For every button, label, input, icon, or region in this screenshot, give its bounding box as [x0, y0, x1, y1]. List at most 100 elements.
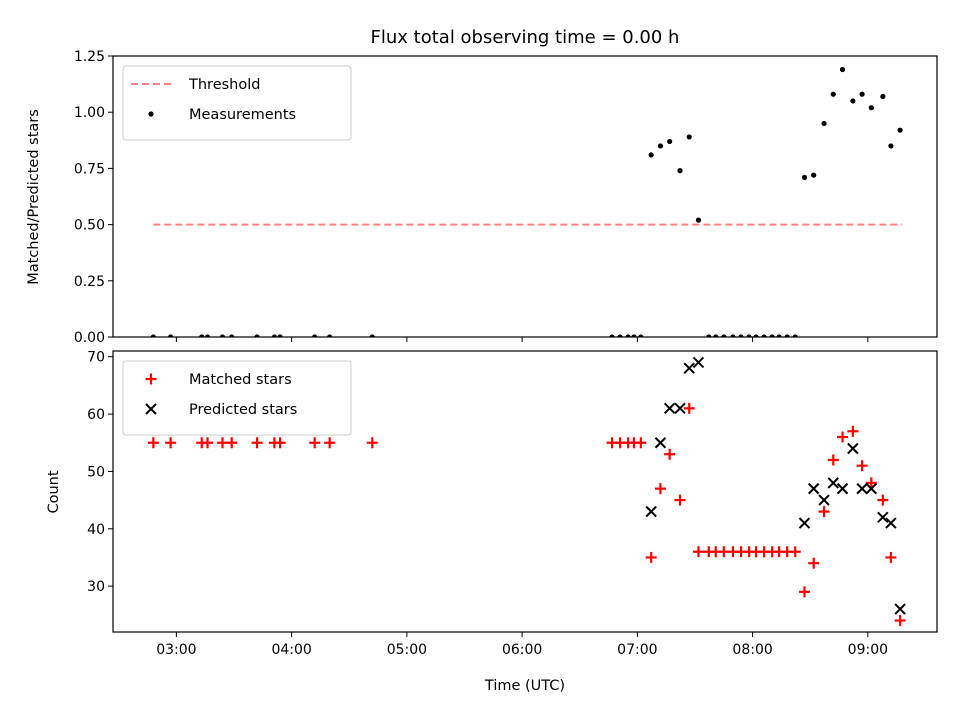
data-point: [808, 557, 820, 569]
data-point: [839, 66, 846, 73]
data-point: [798, 517, 811, 529]
data-point: [648, 152, 654, 158]
plot-frame: [112, 350, 938, 633]
plot-area: [150, 66, 903, 337]
data-point: [792, 334, 798, 337]
data-point: [859, 91, 865, 97]
data-point: [609, 334, 615, 337]
data-point: [202, 437, 214, 449]
y-tick-label: 1.00: [74, 105, 105, 121]
data-point: [738, 334, 744, 337]
data-point: [695, 217, 702, 223]
x-tick-label: 03:00: [156, 642, 196, 658]
data-point: [885, 517, 897, 529]
legend-entry: Matched stars: [145, 372, 292, 388]
legend-entry: Measurements: [148, 107, 296, 123]
series-predicted-stars: [645, 356, 906, 615]
data-point: [865, 482, 878, 495]
data-point: [706, 334, 712, 337]
data-point: [369, 334, 375, 337]
data-point: [761, 334, 767, 337]
data-point: [894, 603, 906, 615]
data-point: [836, 431, 848, 443]
y-tick-label: 50: [87, 464, 105, 480]
legend-entry: Threshold: [131, 77, 260, 93]
data-point: [856, 482, 868, 495]
data-point: [769, 334, 775, 337]
y-tick-label: 30: [87, 579, 105, 595]
x-tick-label: 09:00: [848, 642, 888, 658]
legend-label: Predicted stars: [189, 402, 297, 418]
data-point: [746, 334, 752, 337]
data-point: [654, 437, 667, 449]
chart-title: Flux total observing time = 0.00 h: [371, 27, 680, 48]
legend-label: Matched stars: [189, 372, 292, 388]
data-point: [150, 334, 156, 337]
legend-label: Measurements: [189, 107, 296, 123]
data-point: [625, 334, 631, 337]
y-tick-label: 60: [87, 407, 105, 423]
data-point: [784, 334, 790, 337]
legend-marker-swatch: [148, 111, 154, 117]
y-tick-label: 0.00: [74, 330, 105, 346]
data-point: [885, 551, 897, 563]
data-point: [677, 168, 683, 174]
data-point: [818, 506, 830, 518]
plot-frame: [112, 55, 938, 338]
y-tick-label: 1.25: [74, 49, 105, 65]
data-point: [254, 334, 260, 337]
data-point: [216, 437, 228, 449]
bottom-y-axis-label: Count: [46, 470, 62, 513]
bottom-panel: 03:00 04:00 05:00 06:00 07:00 08:00 09:00 30 40 5…: [87, 350, 938, 658]
data-point: [847, 442, 859, 455]
data-point: [683, 362, 695, 374]
y-tick-label: 0.25: [74, 274, 105, 290]
legend-box: [122, 65, 352, 141]
data-point: [663, 402, 676, 415]
top-panel: 0.00 0.25 0.50 0.75 1.00 1.25 Threshold Measure…: [74, 49, 938, 346]
data-point: [674, 494, 686, 506]
data-point: [897, 127, 903, 133]
plot-area: [147, 356, 906, 627]
data-point: [199, 334, 205, 337]
data-point: [147, 437, 159, 449]
data-point: [847, 425, 859, 437]
x-tick-label: 06:00: [502, 642, 542, 658]
y-tick-label: 40: [87, 522, 105, 538]
data-point: [226, 437, 238, 449]
data-point: [229, 334, 235, 337]
data-point: [865, 477, 877, 489]
y-tick-label: 0.50: [74, 218, 105, 234]
data-point: [821, 120, 827, 127]
data-point: [827, 454, 839, 466]
data-point: [638, 334, 644, 337]
data-point: [251, 437, 263, 449]
data-point: [894, 615, 906, 627]
data-point: [836, 482, 849, 495]
data-point: [667, 138, 673, 145]
data-point: [877, 494, 889, 506]
data-point: [309, 437, 321, 449]
data-point: [617, 334, 623, 337]
data-point: [818, 494, 830, 506]
data-point: [366, 437, 378, 449]
x-tick-label: 08:00: [732, 642, 772, 658]
data-point: [888, 143, 894, 149]
data-point: [868, 105, 874, 111]
data-point: [204, 334, 211, 337]
data-point: [692, 356, 705, 369]
data-point: [271, 334, 277, 337]
legend-box: [122, 360, 352, 436]
data-point: [654, 483, 666, 495]
data-point: [327, 334, 333, 337]
data-point: [798, 586, 810, 598]
data-point: [645, 505, 657, 518]
legend: Threshold Measurements: [122, 65, 352, 141]
data-point: [324, 437, 336, 449]
data-point: [730, 334, 736, 337]
data-point: [645, 551, 657, 563]
data-point: [880, 93, 886, 100]
data-point: [631, 334, 637, 337]
data-point: [312, 334, 318, 337]
